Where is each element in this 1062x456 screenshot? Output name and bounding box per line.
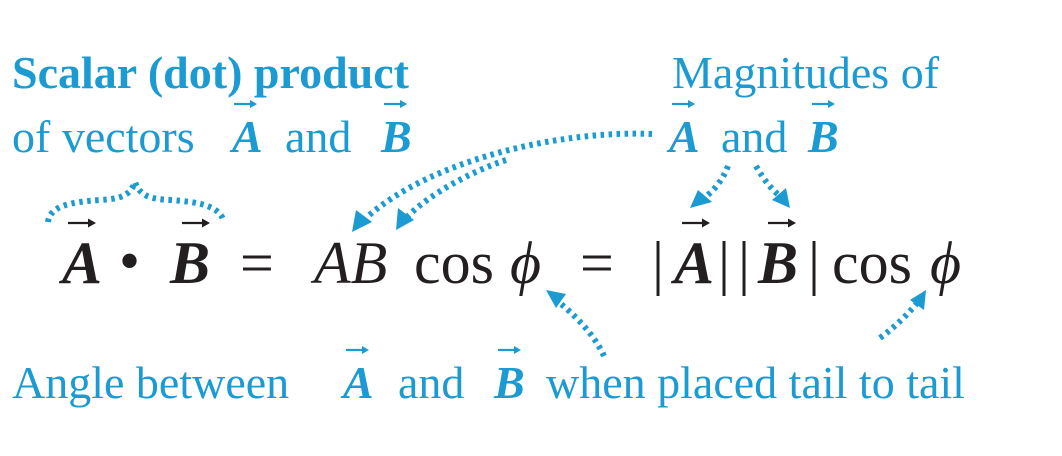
eq-abs-bar-2: | — [718, 230, 730, 296]
and-text-1: and — [285, 111, 351, 162]
brace-connector — [45, 173, 227, 224]
and-text-3: and — [398, 357, 464, 408]
angle-to-phi-1-connector — [554, 297, 607, 358]
eq-equals-1: = — [240, 230, 274, 296]
eq-cos-2: cos — [832, 230, 912, 296]
magnitudes-of-text: Magnitudes of — [672, 47, 940, 98]
vector-arrowhead-icon — [250, 100, 257, 108]
vector-a-symbol: A — [340, 357, 374, 408]
equation: A • B = AB cos ϕ = | A | | B | cos ϕ — [58, 218, 961, 296]
vector-arrowhead-icon — [88, 218, 96, 228]
label-vector-b-2: B — [807, 100, 839, 162]
scalar-product-label: Scalar (dot) product of vectors A and B — [12, 47, 412, 162]
arrowhead-icon — [396, 208, 414, 230]
eq-phi-1: ϕ — [510, 230, 541, 296]
eq-abs-bar-3: | — [738, 230, 750, 296]
vector-b-symbol: B — [493, 357, 525, 408]
label-vector-b-3: B — [493, 346, 525, 408]
vector-arrowhead-icon — [202, 218, 210, 228]
eq-abs-bar-1: | — [652, 230, 664, 296]
eq-dot: • — [119, 228, 140, 294]
arrowhead-icon — [352, 210, 372, 232]
label-vector-a-3: A — [340, 346, 374, 408]
arrowhead-icon — [690, 190, 712, 208]
vector-a-symbol: A — [666, 111, 700, 162]
eq-magnitude-b: B — [757, 230, 798, 296]
label-b-to-magnitude-connector — [753, 164, 782, 199]
eq-phi-2: ϕ — [930, 230, 961, 296]
vector-a-symbol: A — [229, 111, 263, 162]
magnitude-to-a-connector — [363, 130, 653, 221]
angle-label: Angle between A and B when placed tail t… — [12, 346, 965, 408]
label-vector-a-2: A — [666, 100, 700, 162]
eq-abs-bar-4: | — [808, 230, 820, 296]
scalar-product-title: Scalar (dot) product — [12, 47, 410, 98]
arrowhead-icon — [910, 290, 926, 310]
label-a-to-magnitude-connector — [702, 164, 731, 201]
eq-vector-b: B — [169, 230, 210, 296]
eq-equals-2: = — [580, 230, 614, 296]
when-placed-text: when placed tail to tail — [546, 357, 965, 408]
eq-cos-1: cos — [414, 230, 494, 296]
vector-arrowhead-icon — [688, 100, 695, 108]
vector-b-symbol: B — [807, 111, 839, 162]
arrowhead-icon — [546, 290, 566, 308]
eq-ab: AB — [310, 230, 387, 296]
magnitudes-label: Magnitudes of A and B — [666, 47, 940, 162]
and-text-2: and — [721, 111, 787, 162]
vector-arrowhead-icon — [514, 346, 521, 354]
vector-arrowhead-icon — [702, 218, 710, 228]
arrowhead-icon — [772, 188, 790, 208]
angle-to-phi-2-connector — [878, 300, 921, 341]
label-vector-a-1: A — [229, 100, 263, 162]
magnitude-to-b-connector — [405, 157, 507, 219]
eq-magnitude-a: A — [670, 230, 714, 296]
connectors — [45, 130, 926, 358]
angle-between-text: Angle between — [12, 357, 289, 408]
vector-arrowhead-icon — [362, 346, 369, 354]
vector-b-symbol: B — [380, 111, 412, 162]
of-vectors-text: of vectors — [12, 111, 195, 162]
vector-arrowhead-icon — [788, 218, 796, 228]
label-vector-b-1: B — [380, 100, 412, 162]
eq-vector-a: A — [58, 230, 102, 296]
vector-arrowhead-icon — [828, 100, 835, 108]
vector-arrowhead-icon — [400, 100, 407, 108]
